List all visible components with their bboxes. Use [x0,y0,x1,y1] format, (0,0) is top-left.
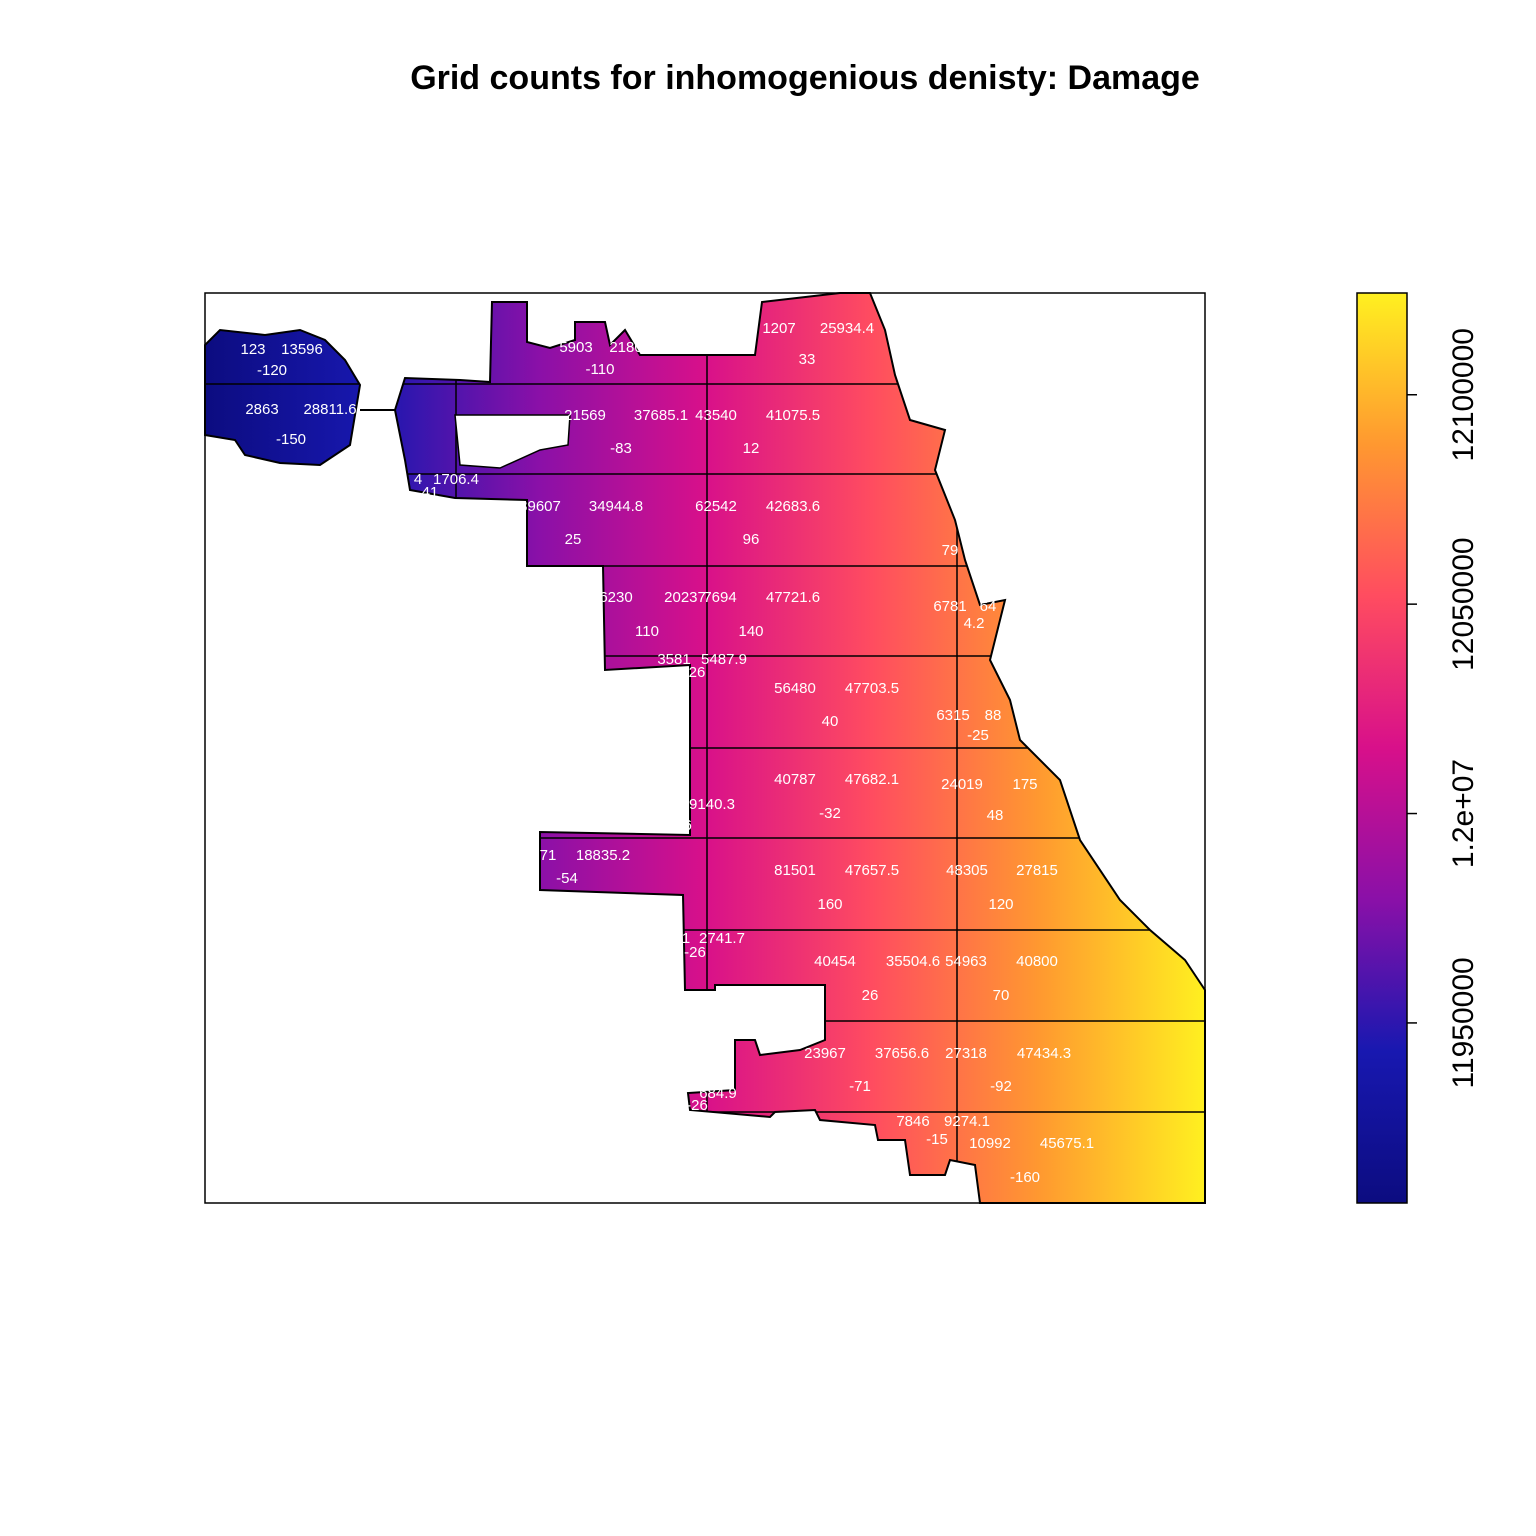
cell-label: 33 [799,351,816,368]
cell-label: 120 [988,896,1013,913]
cell-label: 54963 [945,953,987,970]
cell-label: 6315 [936,707,969,724]
cell-label: 35504.6 [886,953,940,970]
cell-label: 62542 [695,498,737,515]
cell-label: 110 [635,623,659,640]
cell-label: 1706.4 [433,471,479,488]
cell-label: 2863 [245,401,278,418]
cell-label: -120 [257,362,287,379]
cell-label: 41075.5 [766,407,820,424]
cell-label: 47721.6 [766,589,820,606]
cell-label: 16 [659,796,676,813]
cell-label: -83 [610,440,632,457]
cell-label: 81501 [774,862,816,879]
cell-label: 70 [993,987,1010,1004]
plot-frame [204,292,1206,1204]
cell-label: 4.2 [964,615,985,632]
cell-label: 71 [540,847,557,864]
cell-label: -150 [276,431,306,448]
cell-label: 23967 [804,1045,846,1062]
cell-label: 47657.5 [845,862,899,879]
cell-label: 3581 [657,651,690,668]
cell-label: 47682.1 [845,771,899,788]
cell-label: -71 [849,1078,871,1095]
cell-label: -26 [686,1097,708,1114]
cell-label: 9140.3 [689,796,735,813]
cell-label: 27815 [1016,862,1058,879]
cell-label: 39607 [519,498,561,515]
map-region [205,293,1205,1203]
cell-label: 47434.3 [1017,1045,1071,1062]
cell-label: 123 [240,341,265,358]
cell-label: 37685.1 [634,407,688,424]
cell-label: 6781 [933,598,966,615]
colorbar-tick-label: 12100000 [1447,328,1480,461]
cell-label: 79 [942,542,959,559]
cell-label: 9274.1 [944,1113,990,1130]
cell-label: 2741.7 [699,930,745,947]
cell-label: 160 [817,896,842,913]
cell-label: -32 [819,805,841,822]
cell-label: 27318 [945,1045,987,1062]
cell-label: 26 [862,987,879,1004]
cell-label: 26 [689,664,706,681]
cell-label: 13596 [281,341,323,358]
cell-label: 2180 [609,339,642,356]
cell-label: 34944.8 [589,498,643,515]
chart-title: Grid counts for inhomogenious denisty: D… [410,59,1200,97]
colorbar-tick-label: 12050000 [1447,537,1480,670]
cell-label: -26 [684,944,706,961]
cell-label: 41 [422,484,439,501]
cell-label: 42683.6 [766,498,820,515]
colorbar-ticks: 11950000 1.2e+07 12050000 12100000 [1407,328,1480,1089]
cell-label: -92 [990,1078,1012,1095]
cell-labels: 123 13596 -120 2863 28811.6 -150 5903 2180 -110 1… [240,320,1094,1186]
colorbar [1356,292,1408,1204]
cell-label: 1207 [762,320,795,337]
cell-label: 40787 [774,771,816,788]
cell-label: 43540 [695,407,737,424]
cell-label: 45675.1 [1040,1135,1094,1152]
cell-label: 28811.6 [303,401,356,418]
cell-label: 684.9 [699,1085,737,1102]
cell-label: 24019 [941,776,983,793]
cell-label: 20237 [664,589,706,606]
cell-label: 56480 [774,680,816,697]
cell-label: 1 [682,930,690,947]
cell-label: 10992 [969,1135,1011,1152]
cell-label: 96 [743,531,760,548]
cell-label: 47703.5 [845,680,899,697]
cell-label: 140 [738,623,763,640]
cell-label: 5487.9 [701,651,747,668]
cell-label: 21569 [564,407,606,424]
map-hole [454,414,571,469]
cell-label: 7846 [896,1113,929,1130]
cell-label: 12 [743,440,760,457]
cell-label: 48305 [946,862,988,879]
cell-label: 37656.6 [875,1045,929,1062]
cell-label: 40800 [1016,953,1058,970]
cell-label: 88 [985,707,1002,724]
cell-label: -110 [586,361,615,378]
cell-label: 25 [565,531,582,548]
cell-label: -36 [670,817,692,834]
colorbar-tick-label: 1.2e+07 [1447,759,1480,868]
cell-label: -54 [556,870,578,887]
cell-label: -25 [967,727,989,744]
cell-label: 64 [980,598,997,615]
cell-label: -160 [1010,1169,1040,1186]
cell-label: 5903 [559,339,592,356]
cell-label: 175 [1012,776,1037,793]
cell-label: 40454 [814,953,856,970]
cell-label: 18835.2 [576,847,630,864]
cell-label: -15 [926,1131,948,1148]
cell-label: 48 [987,807,1004,824]
cell-label: 4 [414,471,422,488]
cell-label: 6230 [599,589,632,606]
cell-label: 7694 [703,589,736,606]
cell-label: 40 [822,713,839,730]
cell-label: 25934.4 [820,320,874,337]
colorbar-tick-label: 11950000 [1447,957,1480,1088]
